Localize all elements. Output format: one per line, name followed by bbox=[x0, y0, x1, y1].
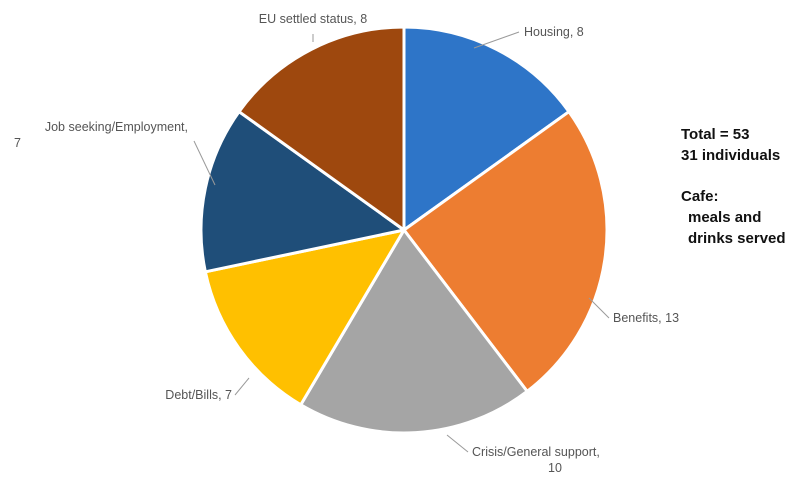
cafe-drinks-line: drinks served bbox=[688, 230, 786, 247]
individuals-note: 31 individuals bbox=[681, 147, 781, 164]
leader-line bbox=[473, 31, 520, 49]
data-label: Job seeking/Employment, 7 bbox=[14, 120, 188, 150]
data-label: EU settled status, 8 bbox=[259, 12, 367, 26]
data-label-line: 7 bbox=[14, 136, 21, 150]
data-label-line: Crisis/General support, bbox=[472, 445, 600, 459]
pie-slice-crisis-general-support bbox=[299, 228, 529, 435]
leader-line bbox=[446, 434, 469, 453]
data-label-line: EU settled status, 8 bbox=[259, 12, 367, 26]
total-note: Total = 53 bbox=[681, 126, 750, 143]
data-label: Benefits, 13 bbox=[613, 311, 679, 325]
cafe-meals-line: meals and bbox=[688, 209, 762, 226]
data-label-line: Debt/Bills, 7 bbox=[165, 388, 232, 402]
data-labels: Housing, 8 Benefits, 13 Crisis/General sup… bbox=[14, 12, 679, 475]
data-label-line: Housing, 8 bbox=[524, 25, 584, 39]
data-label-line: Job seeking/Employment, bbox=[45, 120, 188, 134]
leader-line bbox=[193, 140, 216, 186]
pie-slice-job-seeking-employment bbox=[199, 110, 406, 274]
data-label: Debt/Bills, 7 bbox=[165, 388, 232, 402]
cafe-heading: Cafe: bbox=[681, 188, 719, 205]
pie-slice-debt-bills bbox=[203, 228, 406, 407]
data-label-line: Benefits, 13 bbox=[613, 311, 679, 325]
data-label: Housing, 8 bbox=[524, 25, 584, 39]
data-label: Crisis/General support, 10 bbox=[472, 445, 600, 475]
pie-slices bbox=[199, 25, 609, 435]
leader-lines bbox=[193, 31, 610, 453]
leader-line bbox=[234, 377, 250, 396]
pie-slice-benefits bbox=[402, 110, 609, 393]
pie-slice-eu-settled-status bbox=[237, 25, 406, 232]
data-label-line: 10 bbox=[548, 461, 562, 475]
leader-line bbox=[588, 297, 610, 319]
pie-slice-housing bbox=[402, 25, 571, 232]
